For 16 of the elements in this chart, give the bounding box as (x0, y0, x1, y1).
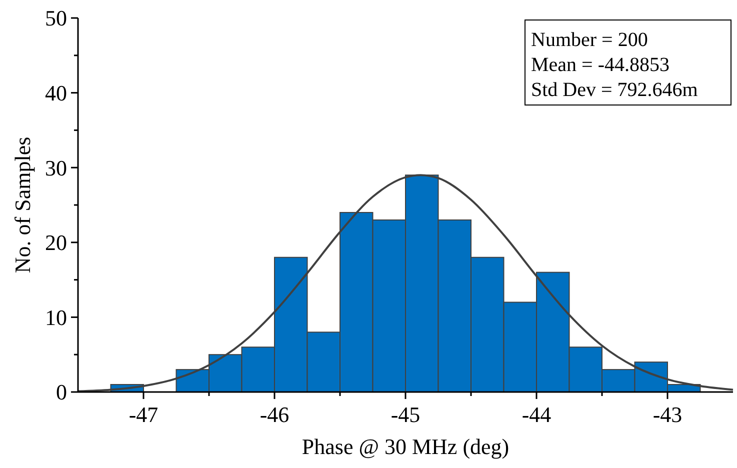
y-tick-label: 30 (45, 155, 67, 180)
y-tick-label: 40 (45, 80, 67, 106)
annotation: Mean = -44.8853 (531, 54, 670, 76)
y-tick-label: 50 (45, 6, 67, 31)
x-tick-label: -43 (652, 402, 682, 427)
x-tick-label: -44 (522, 402, 552, 427)
x-tick-label: -47 (128, 402, 158, 427)
x-axis-title: Phase @ 30 MHz (deg) (302, 434, 510, 459)
y-axis-title: No. of Samples (10, 136, 35, 274)
x-tick-label: -45 (390, 402, 420, 427)
y-tick-label: 20 (45, 230, 67, 256)
y-tick-label: 10 (45, 304, 67, 330)
y-tick-label: 0 (56, 380, 67, 405)
annotation: Number = 200 (531, 29, 648, 51)
x-tick-label: -46 (260, 402, 290, 427)
annotation: Std Dev = 792.646m (531, 79, 698, 101)
